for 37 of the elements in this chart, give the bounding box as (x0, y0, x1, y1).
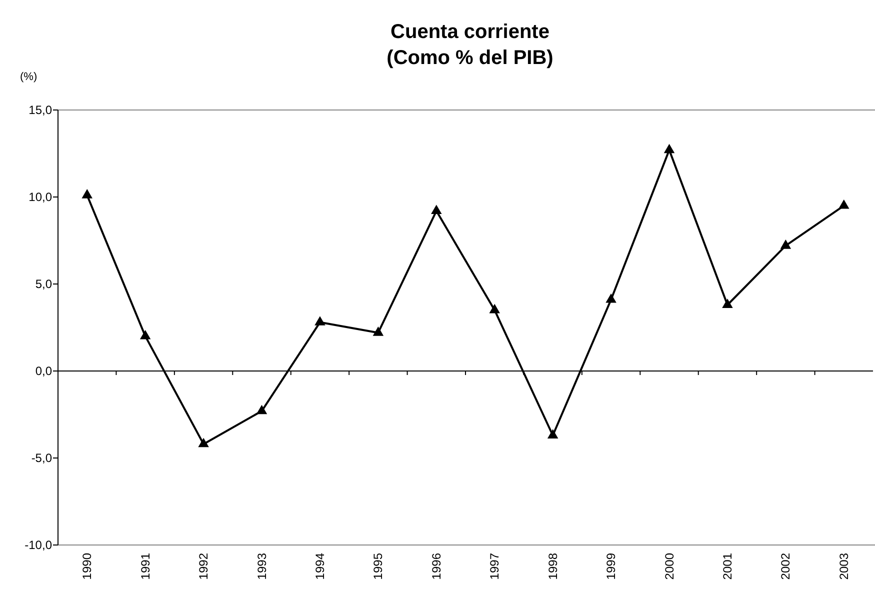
point (780, 240, 792, 249)
x-tick-label: 2001 (720, 552, 734, 580)
y-tick-label: -10,0 (24, 538, 52, 552)
point (256, 404, 268, 414)
point (547, 429, 558, 438)
x-tick-label: 1992 (196, 552, 211, 580)
x-tick-label: 1995 (371, 552, 386, 580)
point (489, 304, 500, 314)
point (606, 293, 616, 303)
x-tick-label: 1991 (138, 552, 152, 580)
y-tick-label: 5,0 (35, 277, 52, 292)
chart-subtitle: (Como % del PIB) (386, 47, 554, 69)
point (140, 330, 151, 340)
point (198, 438, 209, 448)
x-tick-label: 1993 (254, 552, 269, 580)
point (664, 144, 675, 154)
point (838, 199, 850, 209)
x-tick-label: 2000 (662, 552, 676, 580)
x-tick-label: 1999 (604, 552, 618, 580)
y-tick-label: 0,0 (35, 364, 52, 378)
x-tick-label: 1990 (80, 552, 94, 580)
x-tick-label: 2003 (836, 552, 851, 580)
point (372, 326, 384, 336)
chart-title: Cuenta corriente (390, 21, 550, 43)
point (82, 189, 92, 198)
y-axis-title: (%) (20, 71, 38, 83)
point (722, 298, 733, 308)
y-tick-label: 15,0 (28, 103, 52, 118)
y-tick-label: 10,0 (28, 190, 52, 204)
x-tick-label: 1994 (312, 552, 327, 580)
x-tick-label: 1997 (488, 552, 502, 580)
x-tick-label: 1998 (546, 552, 560, 580)
x-tick-label: 1996 (429, 552, 444, 580)
point (431, 204, 442, 214)
y-tick-label: -5,0 (31, 451, 52, 466)
point (314, 316, 326, 326)
x-tick-label: 2002 (778, 552, 793, 580)
